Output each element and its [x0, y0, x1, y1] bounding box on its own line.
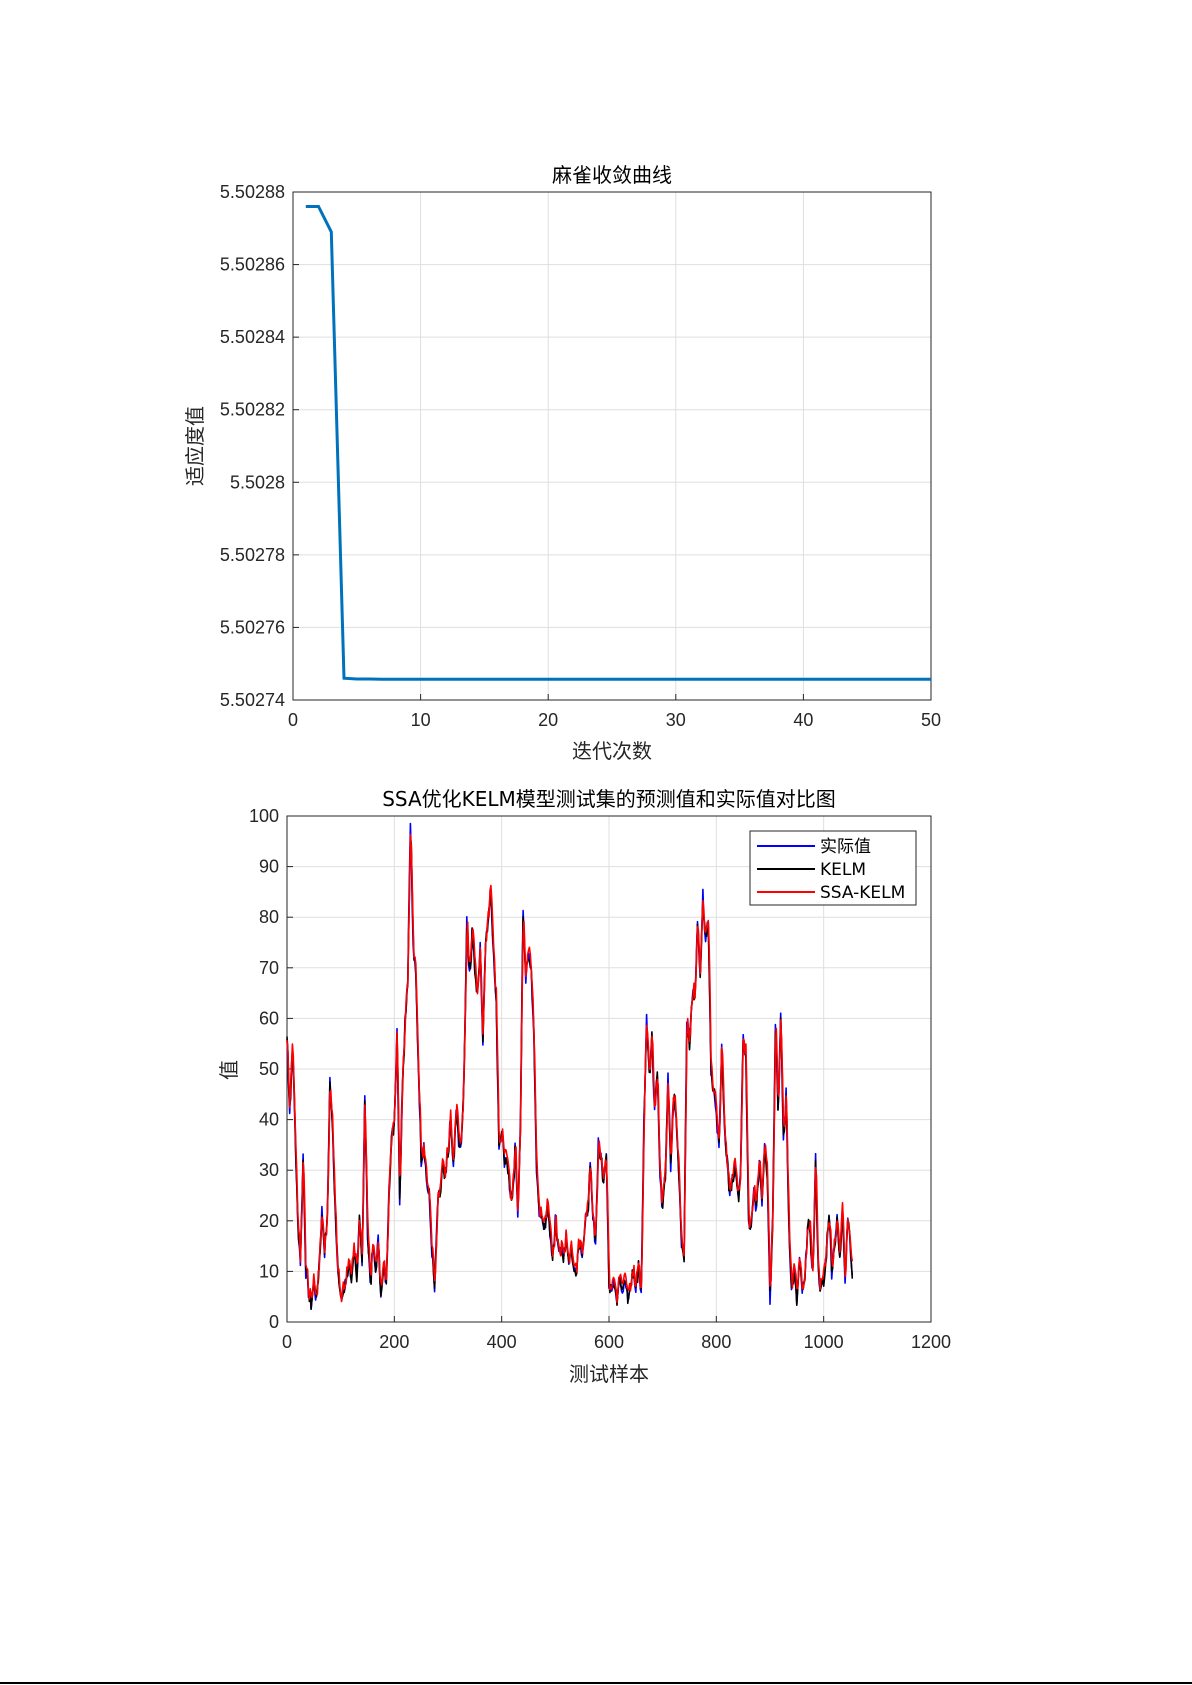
c2-ytick-label: 40: [259, 1110, 279, 1130]
c2-ytick-label: 70: [259, 958, 279, 978]
c1-series: [305, 205, 931, 681]
c1-ytick-label: 5.50276: [220, 617, 285, 637]
c2-xtick-label: 1000: [804, 1332, 844, 1352]
c2-ytick-label: 0: [269, 1312, 279, 1332]
c2-ytick-label: 20: [259, 1211, 279, 1231]
c1-ytick-label: 5.50284: [220, 327, 285, 347]
c2-title: SSA优化KELM模型测试集的预测值和实际值对比图: [382, 787, 836, 811]
legend-label-kelm: KELM: [820, 860, 866, 880]
c1-xtick-label: 20: [538, 710, 558, 730]
legend-label-ssa-kelm: SSA-KELM: [820, 883, 905, 903]
convergence-chart: 0 10 20 30 40 50 5.50274 5.50276 5.50278 5.5028 5.…: [183, 163, 941, 763]
c2-legend: 实际值 KELM SSA-KELM: [749, 830, 917, 906]
c1-ticks: 0 10 20 30 40 50 5.50274 5.50276 5.50278 5.5028 5.…: [220, 182, 941, 730]
c1-ytick-label: 5.5028: [230, 472, 285, 492]
c2-ytick-label: 60: [259, 1008, 279, 1028]
legend-label-actual: 实际值: [820, 837, 871, 857]
c1-ytick-label: 5.50286: [220, 255, 285, 275]
c2-ytick-label: 30: [259, 1160, 279, 1180]
c2-xlabel: 测试样本: [569, 1362, 649, 1386]
c1-grid: [292, 191, 932, 701]
c1-ylabel: 适应度值: [183, 406, 207, 486]
c2-ticks: 0 200 400 600 800 1000 1200 0 10 20 30 40 50 60 70 80 90…: [249, 806, 951, 1352]
c1-ytick-label: 5.50274: [220, 690, 285, 710]
c1-title: 麻雀收敛曲线: [552, 163, 672, 187]
c2-ylabel: 值: [217, 1060, 241, 1080]
c2-xtick-label: 800: [701, 1332, 731, 1352]
c2-xtick-label: 1200: [911, 1332, 951, 1352]
c1-ytick-label: 5.50288: [220, 182, 285, 202]
c1-axes-box: [292, 191, 932, 701]
c1-xtick-label: 0: [288, 710, 298, 730]
c2-xtick-label: 200: [379, 1332, 409, 1352]
c2-series: [286, 822, 854, 1311]
c1-xtick-label: 10: [411, 710, 431, 730]
c2-ytick-label: 50: [259, 1059, 279, 1079]
c2-xtick-label: 400: [487, 1332, 517, 1352]
c1-xlabel: 迭代次数: [572, 739, 652, 763]
c1-ytick-label: 5.50282: [220, 400, 285, 420]
c2-xtick-label: 0: [282, 1332, 292, 1352]
c1-xtick-label: 50: [921, 710, 941, 730]
c2-ytick-label: 90: [259, 857, 279, 877]
c2-ytick-label: 100: [249, 806, 279, 826]
c2-series-kelm: [286, 837, 854, 1310]
c1-series-line: [305, 205, 931, 681]
c1-ytick-label: 5.50278: [220, 545, 285, 565]
c2-series-ssa-kelm: [286, 833, 854, 1304]
c2-ytick-label: 80: [259, 907, 279, 927]
c2-xtick-label: 600: [594, 1332, 624, 1352]
c1-xtick-label: 30: [666, 710, 686, 730]
c1-xtick-label: 40: [793, 710, 813, 730]
c2-ytick-label: 10: [259, 1261, 279, 1281]
prediction-chart: 0 200 400 600 800 1000 1200 0 10 20 30 40 50 60 70 80 90…: [217, 787, 951, 1386]
